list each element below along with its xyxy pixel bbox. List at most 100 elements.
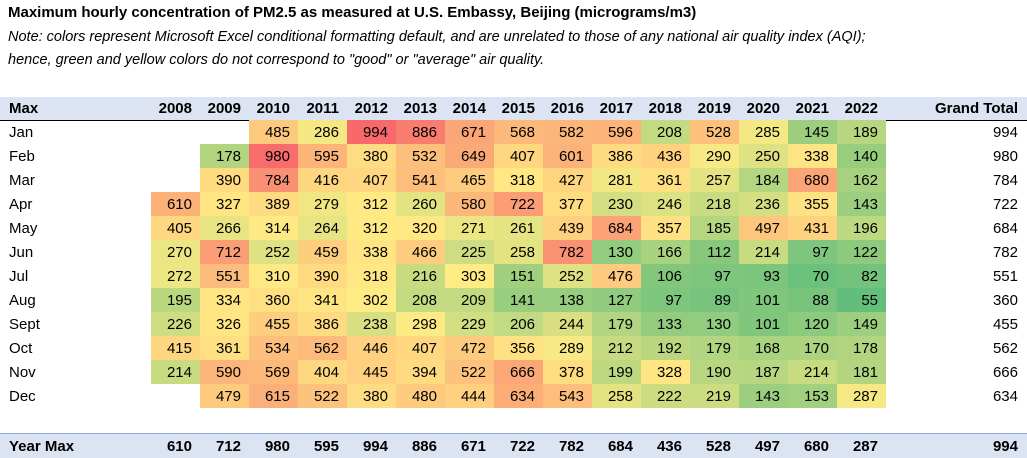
cell-apr-2013[interactable]: 260 — [396, 192, 445, 216]
cell-nov-2010[interactable]: 569 — [249, 360, 298, 384]
grand-total-cell[interactable]: 994 — [992, 123, 1018, 141]
cell-nov-2014[interactable]: 522 — [445, 360, 494, 384]
cell-sept-2013[interactable]: 298 — [396, 312, 445, 336]
cell-dec-2016[interactable]: 543 — [543, 384, 592, 408]
cell-nov-2019[interactable]: 190 — [690, 360, 739, 384]
cell-may-2013[interactable]: 320 — [396, 216, 445, 240]
cell-aug-2008[interactable]: 195 — [151, 288, 200, 312]
cell-jun-2021[interactable]: 97 — [788, 240, 837, 264]
cell-sept-2014[interactable]: 229 — [445, 312, 494, 336]
cell-sept-2017[interactable]: 179 — [592, 312, 641, 336]
cell-dec-2009[interactable]: 479 — [200, 384, 249, 408]
year-max-2008[interactable]: 610 — [166, 437, 192, 455]
cell-aug-2009[interactable]: 334 — [200, 288, 249, 312]
cell-oct-2022[interactable]: 178 — [837, 336, 886, 360]
year-header-2013[interactable]: 2013 — [403, 100, 437, 117]
cell-feb-2018[interactable]: 436 — [641, 144, 690, 168]
grand-total-cell[interactable]: 722 — [992, 195, 1018, 213]
cell-jun-2015[interactable]: 258 — [494, 240, 543, 264]
year-header-2008[interactable]: 2008 — [158, 100, 192, 117]
cell-oct-2019[interactable]: 179 — [690, 336, 739, 360]
year-header-2019[interactable]: 2019 — [697, 100, 731, 117]
year-max-grand-total[interactable]: 994 — [992, 437, 1018, 455]
year-max-2014[interactable]: 671 — [460, 437, 486, 455]
cell-mar-2011[interactable]: 416 — [298, 168, 347, 192]
cell-apr-2010[interactable]: 389 — [249, 192, 298, 216]
cell-dec-2019[interactable]: 219 — [690, 384, 739, 408]
cell-sept-2022[interactable]: 149 — [837, 312, 886, 336]
cell-mar-2014[interactable]: 465 — [445, 168, 494, 192]
cell-jul-2021[interactable]: 70 — [788, 264, 837, 288]
cell-nov-2021[interactable]: 214 — [788, 360, 837, 384]
cell-nov-2011[interactable]: 404 — [298, 360, 347, 384]
cell-mar-2018[interactable]: 361 — [641, 168, 690, 192]
year-max-label[interactable]: Year Max — [9, 437, 75, 455]
year-header-2015[interactable]: 2015 — [501, 100, 535, 117]
grand-total-cell[interactable]: 551 — [992, 267, 1018, 285]
month-label[interactable]: Apr — [9, 195, 33, 213]
cell-aug-2010[interactable]: 360 — [249, 288, 298, 312]
cell-feb-2017[interactable]: 386 — [592, 144, 641, 168]
cell-oct-2013[interactable]: 407 — [396, 336, 445, 360]
cell-aug-2014[interactable]: 209 — [445, 288, 494, 312]
cell-sept-2021[interactable]: 120 — [788, 312, 837, 336]
cell-jan-2017[interactable]: 596 — [592, 120, 641, 144]
cell-aug-2017[interactable]: 127 — [592, 288, 641, 312]
cell-feb-2009[interactable]: 178 — [200, 144, 249, 168]
cell-may-2015[interactable]: 261 — [494, 216, 543, 240]
cell-jul-2013[interactable]: 216 — [396, 264, 445, 288]
cell-feb-2016[interactable]: 601 — [543, 144, 592, 168]
cell-oct-2011[interactable]: 562 — [298, 336, 347, 360]
cell-dec-2020[interactable]: 143 — [739, 384, 788, 408]
cell-nov-2015[interactable]: 666 — [494, 360, 543, 384]
cell-apr-2009[interactable]: 327 — [200, 192, 249, 216]
month-label[interactable]: Sept — [9, 315, 40, 333]
cell-jul-2010[interactable]: 310 — [249, 264, 298, 288]
cell-dec-2014[interactable]: 444 — [445, 384, 494, 408]
year-max-2012[interactable]: 994 — [362, 437, 388, 455]
cell-jan-2012[interactable]: 994 — [347, 120, 396, 144]
cell-apr-2021[interactable]: 355 — [788, 192, 837, 216]
cell-mar-2009[interactable]: 390 — [200, 168, 249, 192]
cell-apr-2014[interactable]: 580 — [445, 192, 494, 216]
cell-apr-2018[interactable]: 246 — [641, 192, 690, 216]
year-header-2012[interactable]: 2012 — [354, 100, 388, 117]
cell-mar-2022[interactable]: 162 — [837, 168, 886, 192]
cell-aug-2018[interactable]: 97 — [641, 288, 690, 312]
cell-feb-2020[interactable]: 250 — [739, 144, 788, 168]
cell-oct-2009[interactable]: 361 — [200, 336, 249, 360]
year-max-2010[interactable]: 980 — [264, 437, 290, 455]
cell-jul-2020[interactable]: 93 — [739, 264, 788, 288]
cell-nov-2008[interactable]: 214 — [151, 360, 200, 384]
cell-jun-2019[interactable]: 112 — [690, 240, 739, 264]
month-label[interactable]: Jul — [9, 267, 29, 285]
cell-dec-2013[interactable]: 480 — [396, 384, 445, 408]
cell-aug-2022[interactable]: 55 — [837, 288, 886, 312]
year-max-2019[interactable]: 528 — [705, 437, 731, 455]
year-header-2021[interactable]: 2021 — [795, 100, 829, 117]
cell-jan-2013[interactable]: 886 — [396, 120, 445, 144]
cell-feb-2015[interactable]: 407 — [494, 144, 543, 168]
year-max-2021[interactable]: 680 — [803, 437, 829, 455]
year-max-2018[interactable]: 436 — [656, 437, 682, 455]
cell-jul-2011[interactable]: 390 — [298, 264, 347, 288]
cell-dec-2008[interactable] — [151, 384, 200, 408]
cell-jul-2022[interactable]: 82 — [837, 264, 886, 288]
cell-dec-2010[interactable]: 615 — [249, 384, 298, 408]
cell-jan-2015[interactable]: 568 — [494, 120, 543, 144]
cell-may-2017[interactable]: 684 — [592, 216, 641, 240]
year-header-2018[interactable]: 2018 — [648, 100, 682, 117]
cell-jan-2018[interactable]: 208 — [641, 120, 690, 144]
cell-may-2018[interactable]: 357 — [641, 216, 690, 240]
grand-total-cell[interactable]: 455 — [992, 315, 1018, 333]
cell-nov-2017[interactable]: 199 — [592, 360, 641, 384]
cell-mar-2016[interactable]: 427 — [543, 168, 592, 192]
cell-jul-2018[interactable]: 106 — [641, 264, 690, 288]
header-max-label[interactable]: Max — [9, 100, 39, 117]
cell-jul-2009[interactable]: 551 — [200, 264, 249, 288]
year-max-2015[interactable]: 722 — [509, 437, 535, 455]
cell-aug-2012[interactable]: 302 — [347, 288, 396, 312]
cell-nov-2016[interactable]: 378 — [543, 360, 592, 384]
month-label[interactable]: Feb — [9, 147, 35, 165]
cell-apr-2019[interactable]: 218 — [690, 192, 739, 216]
